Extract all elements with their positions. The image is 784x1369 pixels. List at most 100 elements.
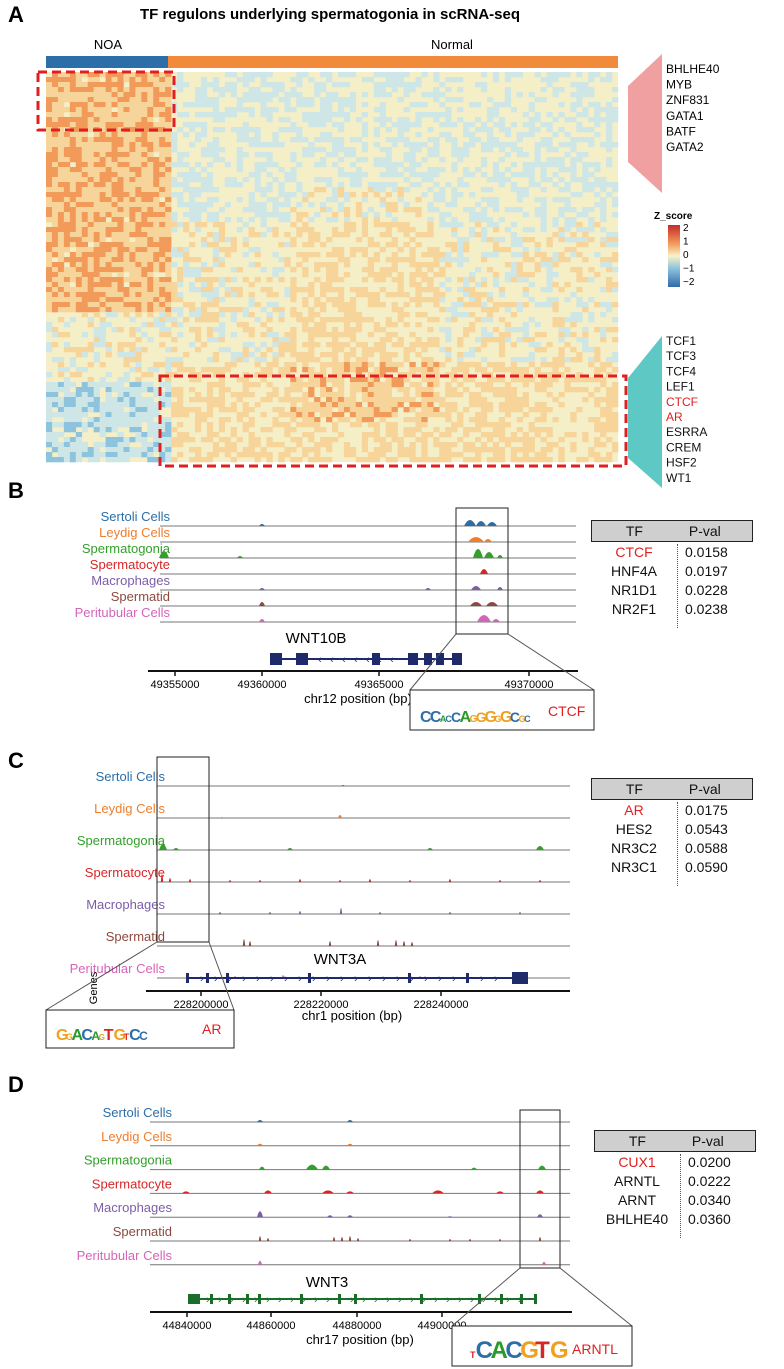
- top-tf-label: MYB: [666, 78, 692, 92]
- bottom-tf-label: TCF3: [666, 349, 696, 363]
- panel-b-tf-table: TF P-val CTCF 0.0158 HNF4A 0.0197 NR1D1 0.0228 N…: [591, 520, 753, 630]
- svg-text:›: ›: [266, 1294, 270, 1306]
- panel-b-zoom-line-left: [409, 633, 457, 691]
- panel-b-motif-box: [409, 689, 595, 731]
- motif-letter: G: [99, 1033, 105, 1042]
- panel-d-gene-name: WNT3: [306, 1274, 349, 1291]
- top-tf-label: GATA2: [666, 140, 704, 154]
- signal-peak: [188, 879, 192, 882]
- signal-peak: [173, 848, 179, 850]
- track-label: Peritubular Cells: [70, 961, 166, 976]
- panel-c-gene-model: › › › › › › › › › › › › › › › › › › › › › ›: [186, 972, 528, 985]
- svg-text:›: ›: [284, 973, 288, 985]
- svg-text:›: ›: [424, 973, 428, 985]
- bottom-tf-label: CTCF: [666, 395, 698, 409]
- svg-text:›: ›: [494, 1294, 498, 1306]
- signal-peak: [259, 588, 265, 590]
- panel-b-xlabel: chr12 position (bp): [304, 691, 412, 706]
- svg-text:‹: ‹: [318, 654, 322, 666]
- motif-letter: C: [129, 1027, 141, 1044]
- signal-peak: [264, 1190, 272, 1194]
- track-label: Leydig Cells: [94, 801, 165, 816]
- heatmap: [46, 72, 619, 463]
- svg-text:›: ›: [368, 973, 372, 985]
- zscore-tick-label: 2: [683, 223, 689, 234]
- panel-d-tracks: Sertoli Cells Leydig Cells Spermatogonia Sp…: [77, 1105, 570, 1266]
- track-label: Sertoli Cells: [96, 769, 166, 784]
- normal-label: Normal: [431, 37, 473, 52]
- table-divider: [680, 1154, 681, 1238]
- tf-name: CUX1: [618, 1153, 656, 1170]
- signal-peak: [464, 520, 476, 526]
- motif-letter: G: [520, 1337, 539, 1364]
- motif-letter: T: [470, 1350, 476, 1360]
- signal-peak: [287, 848, 293, 850]
- exon: [478, 1294, 481, 1304]
- top-tf-label: BATF: [666, 124, 696, 138]
- motif-letter: A: [91, 1029, 100, 1043]
- signal-peak: [160, 874, 164, 882]
- bottom-tf-label: CREM: [666, 440, 701, 454]
- signal-peak: [368, 879, 372, 882]
- bottom-tf-label: WT1: [666, 471, 692, 485]
- motif-letter: G: [114, 1027, 126, 1044]
- signal-peak: [471, 1167, 477, 1170]
- axis-tick-label: 228240000: [413, 999, 468, 1011]
- signal-peak: [538, 1165, 546, 1170]
- track-label: Spermatid: [106, 929, 165, 944]
- svg-text:›: ›: [362, 1294, 366, 1306]
- signal-peak: [298, 879, 302, 882]
- signal-peak: [159, 551, 169, 558]
- figure-title: TF regulons underlying spermatogonia in …: [140, 6, 520, 23]
- table-row: AR 0.0175: [591, 800, 753, 819]
- motif-letter: G: [484, 709, 496, 726]
- svg-text:›: ›: [410, 973, 414, 985]
- exon: [300, 1294, 303, 1304]
- svg-text:›: ›: [326, 973, 330, 985]
- signal-peak: [484, 552, 494, 558]
- signal-peak: [498, 880, 502, 882]
- motif-letter: G: [476, 709, 487, 725]
- track-label: Sertoli Cells: [101, 509, 171, 524]
- table-header: TF P-val: [591, 520, 753, 542]
- motif-letter: C: [451, 709, 461, 725]
- svg-text:‹: ‹: [342, 654, 346, 666]
- signal-peak: [340, 1237, 344, 1241]
- exon: [206, 973, 209, 983]
- svg-text:›: ›: [228, 973, 232, 985]
- header-pval: P-val: [688, 781, 721, 797]
- track-label: Leydig Cells: [101, 1129, 172, 1144]
- svg-text:‹: ‹: [330, 654, 334, 666]
- signal-peak: [258, 1236, 262, 1241]
- signal-peak: [427, 848, 433, 850]
- table-row: NR3C2 0.0588: [591, 838, 753, 857]
- signal-peak: [218, 912, 222, 914]
- signal-peak: [268, 912, 272, 914]
- signal-peak: [228, 880, 232, 882]
- signal-peak: [484, 539, 492, 542]
- panel-c-ticks: 228200000 228220000 228240000: [173, 991, 469, 1011]
- bottom-tf-label: HSF2: [666, 456, 697, 470]
- track-label: Macrophages: [93, 1200, 172, 1215]
- signal-peak: [168, 878, 172, 882]
- header-tf: TF: [628, 1133, 646, 1149]
- signal-peak: [339, 908, 343, 914]
- svg-text:›: ›: [298, 973, 302, 985]
- signal-peak: [410, 942, 414, 946]
- signal-peak: [356, 1238, 360, 1241]
- track-label: Macrophages: [91, 573, 170, 588]
- zscore-tick-label: 1: [683, 237, 689, 248]
- signal-peak: [242, 939, 246, 946]
- p-value: 0.0238: [685, 600, 728, 617]
- panel-d-xlabel: chr17 position (bp): [306, 1332, 414, 1347]
- track-label: Macrophages: [86, 897, 165, 912]
- table-row: NR2F1 0.0238: [591, 599, 753, 618]
- track-label: Leydig Cells: [99, 525, 170, 540]
- panel-d-ticks: 44840000 44860000 44880000 44900000: [163, 1312, 466, 1332]
- motif-letter: C: [476, 1337, 493, 1364]
- tf-name: AR: [624, 801, 644, 818]
- panel-c-zoom-line-right: [208, 941, 235, 1011]
- panel-c-xlabel: chr1 position (bp): [302, 1008, 402, 1023]
- motif-letter: G: [519, 714, 526, 724]
- signal-peak: [257, 1120, 263, 1122]
